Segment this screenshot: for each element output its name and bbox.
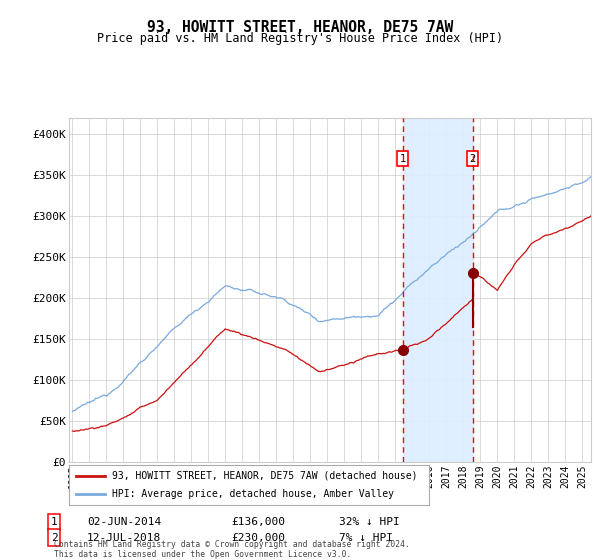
Text: 2: 2 [50,533,58,543]
Text: 2: 2 [470,153,476,164]
Text: HPI: Average price, detached house, Amber Valley: HPI: Average price, detached house, Ambe… [112,489,394,499]
Bar [403,118,473,462]
Text: 93, HOWITT STREET, HEANOR, DE75 7AW (detached house): 93, HOWITT STREET, HEANOR, DE75 7AW (det… [112,471,418,480]
Text: 02-JUN-2014: 02-JUN-2014 [87,517,161,527]
Text: £136,000: £136,000 [231,517,285,527]
Text: 12-JUL-2018: 12-JUL-2018 [87,533,161,543]
Text: 32% ↓ HPI: 32% ↓ HPI [339,517,400,527]
Text: 1: 1 [400,153,406,164]
Text: Contains HM Land Registry data © Crown copyright and database right 2024.
This d: Contains HM Land Registry data © Crown c… [54,540,410,559]
Text: 1: 1 [50,517,58,527]
Text: 7% ↓ HPI: 7% ↓ HPI [339,533,393,543]
Text: 93, HOWITT STREET, HEANOR, DE75 7AW: 93, HOWITT STREET, HEANOR, DE75 7AW [147,20,453,35]
Text: £230,000: £230,000 [231,533,285,543]
Text: Price paid vs. HM Land Registry's House Price Index (HPI): Price paid vs. HM Land Registry's House … [97,32,503,45]
